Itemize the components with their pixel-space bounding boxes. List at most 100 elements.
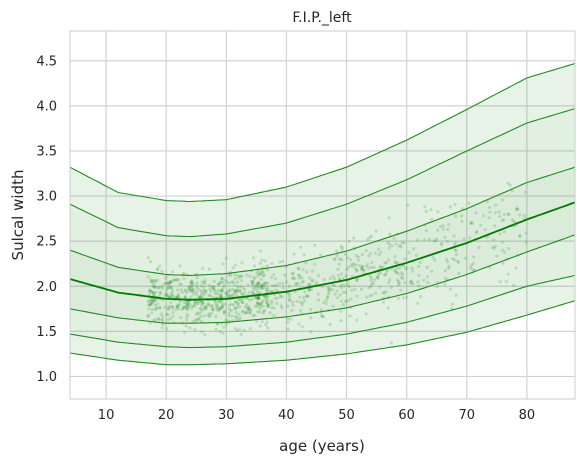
scatter-point: [335, 289, 339, 293]
scatter-point: [252, 277, 257, 281]
scatter-point: [273, 296, 277, 300]
scatter-point: [227, 290, 231, 294]
scatter-point: [253, 304, 257, 308]
scatter-point: [261, 304, 265, 308]
scatter-point: [211, 287, 215, 291]
scatter-point: [402, 241, 406, 245]
scatter-point: [263, 294, 267, 298]
scatter-point: [171, 293, 175, 297]
scatter-point: [266, 304, 270, 309]
scatter-point: [236, 284, 240, 289]
scatter-point: [259, 286, 263, 290]
scatter-point: [214, 314, 218, 318]
scatter-point: [200, 280, 204, 284]
scatter-point: [153, 280, 157, 284]
scatter-point: [178, 303, 182, 307]
scatter-point: [347, 265, 351, 269]
scatter-point: [244, 311, 248, 315]
scatter-point: [222, 310, 226, 314]
scatter-point: [258, 303, 262, 307]
scatter-point: [296, 282, 300, 286]
scatter-point: [198, 295, 202, 299]
scatter-point: [294, 282, 298, 286]
scatter-point: [162, 282, 166, 286]
scatter-point: [203, 282, 207, 286]
y-tick-label: 1.5: [36, 325, 57, 340]
scatter-point: [281, 259, 285, 263]
scatter-point: [192, 302, 196, 306]
scatter-point: [164, 281, 168, 285]
scatter-point: [411, 282, 415, 286]
scatter-point: [166, 318, 170, 322]
scatter-point: [266, 302, 270, 307]
scatter-point: [498, 232, 502, 236]
scatter-point: [403, 257, 407, 261]
scatter-point: [222, 311, 226, 315]
scatter-point: [191, 292, 195, 296]
scatter-point: [201, 267, 205, 271]
scatter-point: [453, 241, 457, 245]
scatter-point: [305, 294, 309, 298]
scatter-point: [189, 286, 193, 290]
scatter-point: [291, 303, 295, 307]
y-tick-label: 2.0: [36, 280, 57, 295]
scatter-point: [259, 284, 263, 288]
scatter-point: [390, 244, 394, 248]
scatter-point: [338, 293, 342, 297]
scatter-point: [175, 304, 179, 308]
scatter-point: [256, 274, 260, 278]
scatter-point: [295, 299, 299, 303]
scatter-point: [193, 328, 197, 332]
scatter-point: [381, 265, 385, 269]
scatter-point: [168, 281, 172, 285]
scatter-point: [195, 276, 199, 280]
scatter-point: [343, 252, 348, 256]
scatter-point: [147, 303, 151, 307]
x-tick-label: 70: [459, 408, 476, 423]
scatter-point: [285, 280, 289, 284]
scatter-point: [328, 322, 332, 327]
scatter-point: [160, 286, 164, 291]
scatter-point: [258, 290, 262, 295]
scatter-point: [218, 330, 222, 334]
scatter-point: [336, 267, 340, 271]
scatter-point: [264, 281, 268, 285]
scatter-point: [183, 294, 187, 298]
scatter-point: [386, 240, 390, 244]
scatter-point: [203, 305, 207, 309]
scatter-point: [335, 249, 339, 253]
scatter-point: [237, 312, 241, 316]
scatter-point: [266, 268, 270, 272]
percentile-line: [69, 108, 576, 238]
scatter-point: [388, 278, 392, 282]
scatter-point: [211, 285, 215, 289]
scatter-point: [218, 281, 222, 285]
scatter-point: [220, 288, 224, 292]
scatter-point: [291, 300, 295, 304]
scatter-point: [299, 245, 303, 249]
scatter-point: [350, 274, 354, 278]
scatter-point: [524, 240, 528, 244]
scatter-point: [204, 290, 208, 294]
scatter-point: [471, 262, 475, 266]
scatter-point: [330, 288, 335, 292]
scatter-point: [431, 256, 435, 260]
scatter-point: [207, 283, 211, 287]
scatter-point: [185, 313, 190, 317]
scatter-point: [369, 234, 373, 238]
scatter-point: [190, 281, 194, 285]
scatter-point: [262, 274, 266, 278]
scatter-point: [239, 279, 244, 283]
scatter-point: [392, 236, 396, 240]
scatter-point: [360, 264, 365, 268]
scatter-point: [379, 250, 383, 254]
scatter-point: [370, 282, 374, 286]
scatter-point: [411, 247, 416, 251]
scatter-point: [230, 302, 234, 306]
y-tick-label: 3.5: [36, 144, 57, 159]
scatter-point: [256, 297, 260, 301]
scatter-point: [303, 299, 307, 303]
scatter-point: [181, 306, 185, 310]
scatter-point: [245, 273, 249, 277]
scatter-point: [259, 271, 263, 275]
